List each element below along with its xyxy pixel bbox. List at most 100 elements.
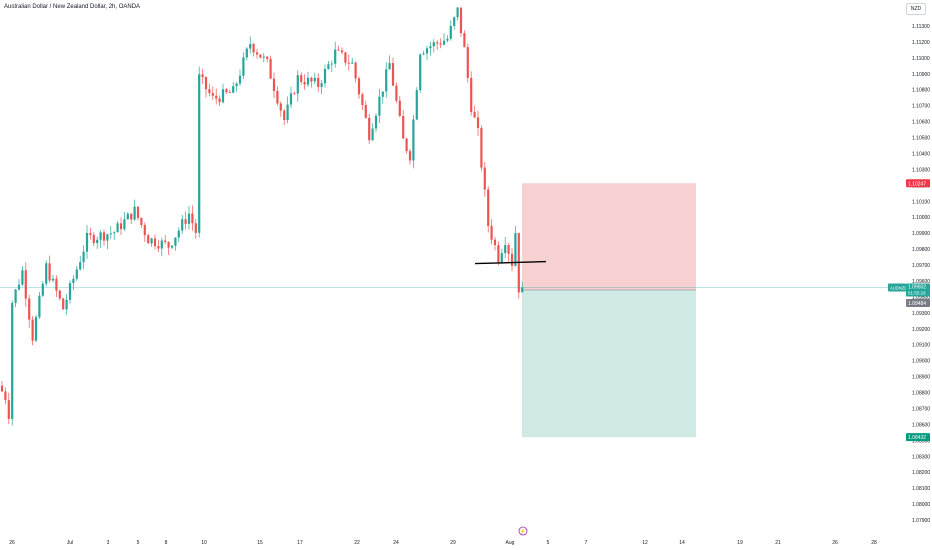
candle: [432, 39, 435, 53]
candle-body: [102, 232, 106, 241]
take-profit-zone[interactable]: [522, 290, 696, 438]
candle-body: [157, 246, 160, 249]
candle: [381, 91, 384, 104]
currency-button[interactable]: NZD: [906, 3, 926, 15]
candle: [476, 110, 480, 136]
y-axis[interactable]: 1.11300 1.11200 1.11000 1.10900 1.10800 1.107…: [912, 24, 930, 524]
candle: [483, 161, 486, 197]
x-tick-label: 12: [642, 540, 648, 546]
candle-body: [419, 54, 422, 91]
candle: [150, 237, 153, 247]
candle: [510, 247, 514, 272]
candle-body: [79, 262, 82, 270]
support-trendline[interactable]: [474, 260, 547, 265]
candle-body: [82, 251, 85, 263]
candle-body: [521, 287, 524, 293]
candle-body: [181, 219, 184, 231]
candle-body: [55, 278, 58, 291]
candle-body: [487, 189, 490, 226]
candle: [106, 233, 109, 249]
candle-body: [31, 319, 34, 341]
y-tick-label: 1.10800: [912, 88, 930, 94]
candle: [300, 72, 303, 85]
candle: [439, 38, 442, 49]
candle-body: [317, 77, 320, 88]
candle-body: [412, 119, 415, 161]
candle: [96, 236, 99, 249]
candle: [249, 36, 252, 54]
candle: [194, 219, 197, 239]
candle: [181, 214, 184, 235]
candle: [140, 217, 143, 228]
candle-body: [160, 240, 163, 249]
candle-body: [113, 232, 116, 234]
countdown-text: 01:55:23: [908, 291, 926, 296]
candle-body: [490, 225, 493, 240]
candle: [58, 289, 61, 301]
candle-body: [89, 232, 92, 235]
candle-body: [480, 128, 483, 168]
candle: [119, 217, 123, 236]
candle-body: [269, 58, 272, 79]
candle-body: [119, 223, 123, 230]
candle: [24, 262, 27, 307]
y-tick-label: 1.10400: [912, 151, 930, 157]
candle: [89, 227, 92, 240]
candle: [75, 265, 78, 282]
candle: [55, 275, 58, 298]
candle: [187, 206, 191, 230]
candle-body: [364, 105, 367, 118]
candle: [344, 51, 347, 66]
candle: [136, 206, 140, 221]
x-tick-label: 19: [737, 540, 743, 546]
candle-body: [164, 240, 167, 242]
candle: [436, 40, 439, 50]
y-tick-label: 1.11200: [912, 40, 930, 46]
candle: [48, 255, 51, 283]
candle-body: [133, 206, 136, 220]
candle: [41, 280, 44, 297]
y-tick-label: 1.09900: [912, 231, 930, 237]
candle: [334, 41, 337, 68]
y-tick-label: 1.10500: [912, 136, 930, 142]
candle-body: [514, 233, 517, 266]
candle-body: [507, 245, 510, 254]
candle-body: [58, 290, 61, 299]
candle: [371, 123, 374, 142]
candle: [79, 255, 82, 271]
target-price-label-text: 1.08432: [908, 435, 926, 441]
candle: [327, 61, 330, 70]
candle-body: [500, 253, 503, 263]
candle: [419, 53, 422, 93]
candle: [204, 76, 208, 98]
y-tick-label: 1.10600: [912, 120, 930, 126]
x-tick-label: 29: [450, 540, 456, 546]
candle: [408, 148, 412, 165]
candle-body: [62, 298, 65, 310]
candle: [0, 380, 4, 393]
candle-body: [306, 77, 310, 85]
candle-body: [174, 237, 177, 246]
economic-event-icon[interactable]: ⚡: [518, 526, 528, 536]
event-circle: [518, 526, 528, 536]
candle-body: [259, 54, 262, 58]
x-tick-label: 14: [679, 540, 685, 546]
candle: [272, 72, 276, 99]
candle-body: [453, 17, 456, 26]
candle-body: [449, 25, 452, 39]
candle-body: [208, 89, 211, 93]
x-tick-label: 17: [297, 540, 303, 546]
candle: [208, 83, 211, 97]
candle-body: [126, 213, 129, 220]
stop-loss-zone[interactable]: [522, 183, 696, 291]
candle: [225, 87, 228, 94]
candle: [463, 30, 466, 48]
candle: [99, 230, 102, 248]
candle: [303, 74, 306, 90]
candle: [184, 211, 187, 230]
x-axis[interactable]: 26 Jul 3 5 8 10 15 17 22 24 29 Aug 5 7 12 14 19 21 26 28 ⚡: [9, 526, 877, 546]
candle: [252, 42, 255, 57]
